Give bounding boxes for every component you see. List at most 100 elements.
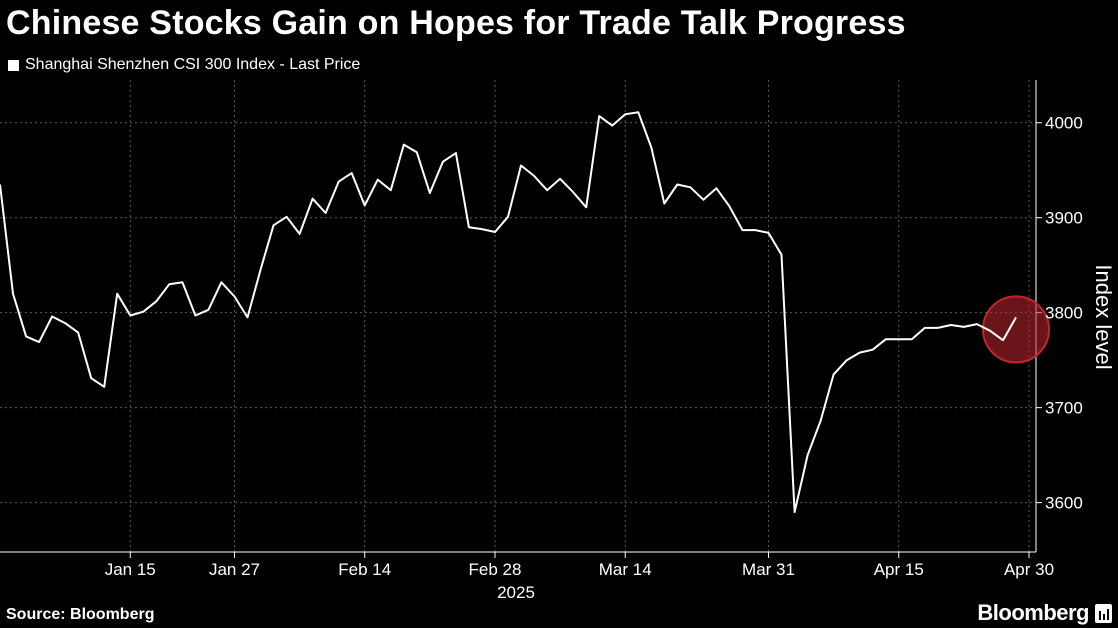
- source-note: Source: Bloomberg: [6, 606, 155, 623]
- data-point: [207, 309, 209, 311]
- data-point: [1015, 316, 1017, 318]
- data-point: [1002, 339, 1004, 341]
- x-tick-label: Mar 31: [742, 560, 795, 579]
- data-point: [168, 283, 170, 285]
- data-point: [351, 172, 353, 174]
- data-point: [468, 226, 470, 228]
- data-point: [572, 191, 574, 193]
- data-point: [520, 164, 522, 166]
- y-tick-label: 3600: [1045, 494, 1083, 513]
- y-tick-label: 4000: [1045, 114, 1083, 133]
- data-point: [598, 115, 600, 117]
- y-tick-label: 3800: [1045, 304, 1083, 323]
- chart-title: Chinese Stocks Gain on Hopes for Trade T…: [6, 4, 906, 42]
- data-point: [963, 326, 965, 328]
- data-point: [846, 359, 848, 361]
- data-point: [181, 281, 183, 283]
- data-point: [312, 198, 314, 200]
- y-axis-title: Index level: [1091, 264, 1116, 369]
- data-point: [924, 327, 926, 329]
- data-point: [233, 296, 235, 298]
- data-point: [77, 332, 79, 334]
- x-tick-label: Feb 14: [338, 560, 391, 579]
- data-point: [481, 228, 483, 230]
- series-layer: [0, 111, 1050, 514]
- data-point: [820, 420, 822, 422]
- x-tick-label: Jan 27: [209, 560, 260, 579]
- data-point: [611, 125, 613, 127]
- data-point: [663, 202, 665, 204]
- data-point: [12, 293, 14, 295]
- data-point: [989, 330, 991, 332]
- data-point: [650, 146, 652, 148]
- data-point: [38, 341, 40, 343]
- y-tick-label: 3900: [1045, 209, 1083, 228]
- data-point: [585, 206, 587, 208]
- brand-logo: Bloomberg: [977, 600, 1112, 626]
- data-point: [507, 216, 509, 218]
- data-point: [455, 152, 457, 154]
- data-point: [546, 189, 548, 191]
- legend-label: Shanghai Shenzhen CSI 300 Index - Last P…: [25, 56, 361, 73]
- data-point: [741, 229, 743, 231]
- data-point: [702, 199, 704, 201]
- data-point: [950, 324, 952, 326]
- data-point: [155, 300, 157, 302]
- data-point: [533, 175, 535, 177]
- data-point: [637, 111, 639, 113]
- data-point: [273, 224, 275, 226]
- data-point: [794, 511, 796, 513]
- data-point: [403, 144, 405, 146]
- data-point: [90, 377, 92, 379]
- data-point: [715, 187, 717, 189]
- brand-name: Bloomberg: [977, 600, 1089, 625]
- data-point: [51, 315, 53, 317]
- data-point: [976, 323, 978, 325]
- data-point: [728, 205, 730, 207]
- x-tick-label: Apr 15: [874, 560, 924, 579]
- data-point: [260, 269, 262, 271]
- tick-labels: 3600 3700 3800 3900 4000 Jan 15 Jan 27 Feb 14 Fe…: [105, 114, 1116, 602]
- data-point: [194, 315, 196, 317]
- data-point: [754, 229, 756, 231]
- data-point: [898, 338, 900, 340]
- data-point: [64, 322, 66, 324]
- data-point: [676, 183, 678, 185]
- data-point: [286, 216, 288, 218]
- data-point: [833, 373, 835, 375]
- data-point: [768, 232, 770, 234]
- data-point: [220, 281, 222, 283]
- x-tick-label: Feb 28: [469, 560, 522, 579]
- data-point: [246, 316, 248, 318]
- terminal-icon: [1095, 603, 1112, 623]
- data-point: [885, 338, 887, 340]
- y-tick-label: 3700: [1045, 399, 1083, 418]
- data-point: [781, 254, 783, 256]
- data-point: [338, 181, 340, 183]
- data-point: [25, 335, 27, 337]
- x-tick-label: Jan 15: [105, 560, 156, 579]
- data-point: [689, 186, 691, 188]
- data-point: [325, 212, 327, 214]
- legend-swatch: [8, 59, 19, 71]
- data-point: [442, 161, 444, 163]
- data-point: [142, 311, 144, 313]
- data-point: [103, 386, 105, 388]
- data-point: [859, 352, 861, 354]
- data-point: [494, 231, 496, 233]
- data-point: [129, 315, 131, 317]
- axes: [0, 80, 1042, 558]
- data-point: [377, 179, 379, 181]
- x-tick-label: Apr 30: [1004, 560, 1054, 579]
- series-line: [0, 111, 1017, 514]
- data-point: [364, 204, 366, 206]
- legend: Shanghai Shenzhen CSI 300 Index - Last P…: [8, 56, 360, 74]
- data-point: [911, 338, 913, 340]
- data-point: [807, 454, 809, 456]
- data-point: [416, 151, 418, 153]
- x-group-label: 2025: [497, 583, 535, 602]
- data-point: [624, 113, 626, 115]
- x-tick-label: Mar 14: [599, 560, 652, 579]
- data-point: [299, 233, 301, 235]
